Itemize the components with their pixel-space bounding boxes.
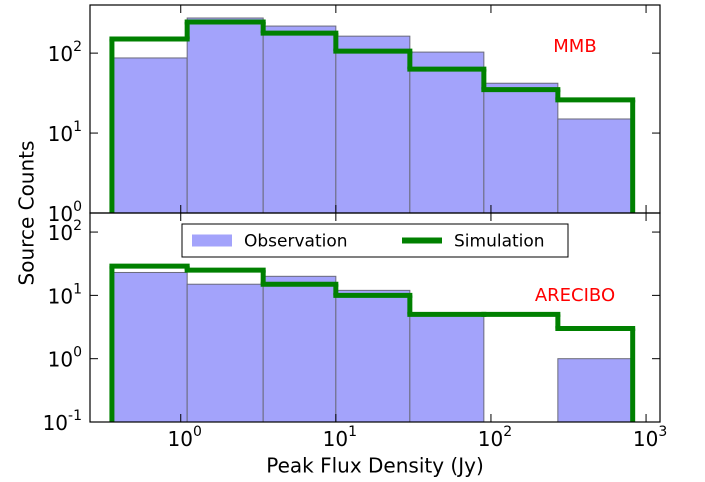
- bar: [186, 17, 264, 214]
- panel-label: MMB: [553, 36, 596, 57]
- bar: [409, 51, 485, 214]
- x-axis-label: Peak Flux Density (Jy): [266, 454, 484, 478]
- bar: [557, 358, 634, 423]
- plot-frame: [89, 212, 661, 423]
- bar: [111, 271, 188, 423]
- y-tick-label: 101: [48, 119, 82, 146]
- bar: [186, 283, 264, 423]
- bar: [335, 289, 411, 423]
- panel-label: ARECIBO: [535, 285, 615, 306]
- legend-label: Simulation: [454, 232, 545, 252]
- bar: [111, 57, 188, 214]
- y-tick-label: 100: [48, 199, 82, 226]
- x-tick-label: 100: [168, 424, 202, 451]
- legend-swatch: [192, 234, 232, 247]
- y-tick-label: 100: [48, 345, 82, 372]
- y-tick-label: 102: [48, 39, 82, 65]
- y-tick-label: 10-1: [43, 408, 82, 435]
- x-tick-label: 102: [478, 424, 512, 451]
- bar: [262, 25, 337, 214]
- bar: [335, 35, 411, 214]
- bar: [557, 118, 634, 214]
- x-tick-label: 103: [633, 424, 667, 451]
- legend-label: Observation: [244, 232, 348, 252]
- y-axis-label: Source Counts: [15, 141, 39, 286]
- bar: [409, 313, 485, 423]
- bar: [262, 275, 337, 423]
- legend-frame: [181, 223, 569, 258]
- x-tick-label: 101: [323, 424, 357, 451]
- y-tick-label: 102: [48, 218, 82, 245]
- bar: [483, 82, 559, 214]
- y-tick-label: 101: [48, 281, 82, 308]
